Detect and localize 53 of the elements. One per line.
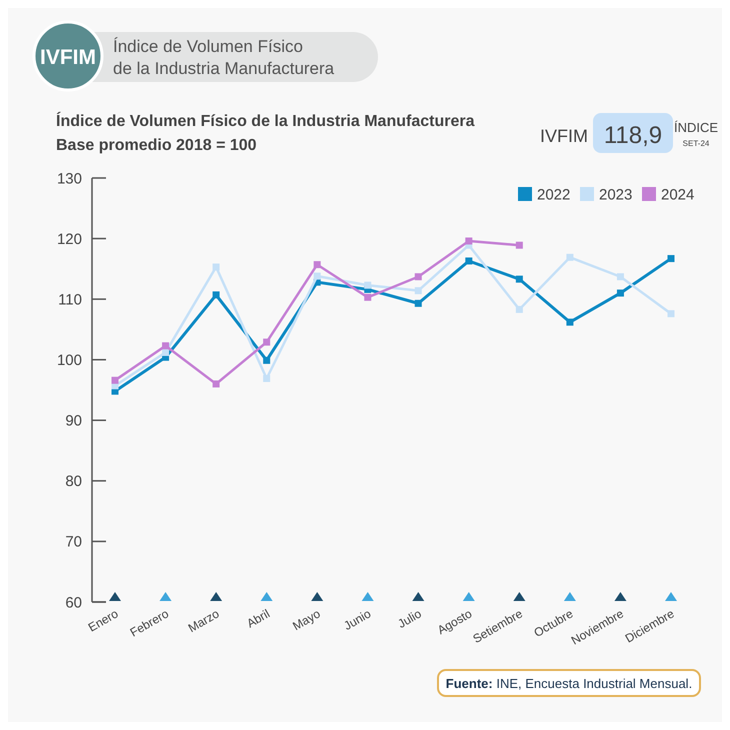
text: de la Industria Manufacturera bbox=[113, 59, 335, 78]
point bbox=[263, 338, 270, 346]
legend-label: 2023 bbox=[599, 186, 632, 204]
point bbox=[516, 242, 523, 249]
point bbox=[414, 273, 422, 280]
point bbox=[263, 374, 270, 382]
y-tick-label: 80 bbox=[65, 473, 82, 490]
legend-label: 2024 bbox=[661, 186, 694, 204]
y-tick-label: 60 bbox=[65, 594, 82, 612]
point bbox=[414, 287, 422, 294]
point bbox=[465, 237, 472, 244]
y-tick-label: 100 bbox=[56, 352, 82, 369]
point bbox=[162, 342, 170, 350]
y-tick-label: 120 bbox=[56, 230, 82, 248]
point bbox=[668, 255, 674, 262]
point bbox=[668, 310, 674, 318]
x-tick-label: Enero bbox=[86, 606, 121, 635]
point bbox=[566, 318, 574, 326]
point bbox=[414, 300, 422, 307]
x-tick-label: Mayo bbox=[290, 606, 323, 634]
y-tick-label: 130 bbox=[56, 170, 82, 188]
point bbox=[314, 272, 321, 280]
text: IVFIM bbox=[40, 46, 96, 69]
point bbox=[263, 356, 270, 364]
y-tick-label: 90 bbox=[65, 412, 82, 430]
point bbox=[364, 294, 372, 301]
point bbox=[162, 348, 170, 356]
point bbox=[364, 282, 372, 289]
text: 118,9 bbox=[604, 122, 662, 149]
point bbox=[616, 273, 624, 280]
chart-title: Índice de Volumen Físico de la Industria Manufacturera bbox=[56, 111, 475, 130]
point bbox=[212, 380, 220, 388]
x-tick-label: Julio bbox=[395, 606, 424, 631]
point bbox=[212, 264, 220, 271]
point bbox=[566, 254, 574, 261]
text: Índice de Volumen Físico bbox=[113, 37, 303, 56]
text: SET-24 bbox=[682, 139, 710, 148]
y-tick-label: 110 bbox=[58, 291, 82, 308]
text: ÍNDICE bbox=[674, 120, 718, 135]
point bbox=[212, 291, 220, 298]
y-tick-label: 70 bbox=[65, 534, 82, 551]
x-tick-label: Junio bbox=[341, 606, 374, 633]
point bbox=[314, 261, 321, 268]
legend-label: 2022 bbox=[537, 186, 570, 204]
point bbox=[616, 290, 624, 297]
point bbox=[516, 306, 523, 313]
point bbox=[465, 257, 472, 264]
source-note: Fuente: INE, Encuesta Industrial Mensual. bbox=[446, 676, 692, 691]
point bbox=[516, 276, 523, 283]
chart-subtitle: Base promedio 2018 = 100 bbox=[56, 137, 257, 154]
point bbox=[112, 376, 118, 384]
text: IVFIM bbox=[540, 126, 588, 146]
x-tick-label: Abril bbox=[244, 606, 272, 631]
